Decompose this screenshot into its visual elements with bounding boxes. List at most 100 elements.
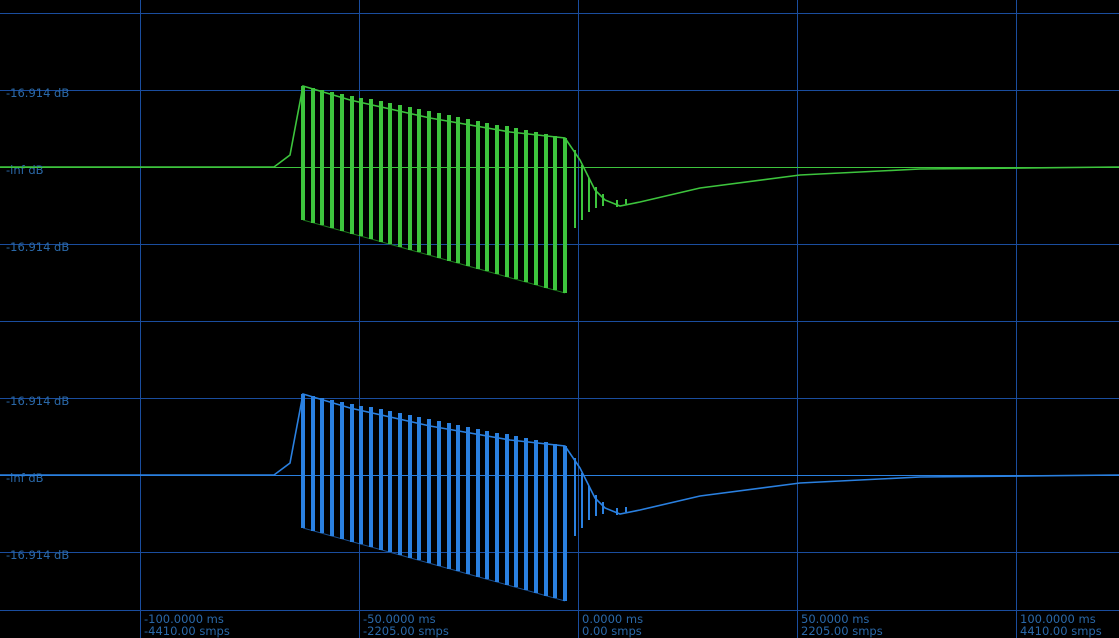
waveform-bar-ch1 [301, 86, 305, 220]
waveform-bar-ch1 [427, 111, 431, 255]
baseline-ch2 [0, 475, 1119, 476]
waveform-bar-ch2 [311, 396, 315, 531]
waveform-bar-ch1 [359, 98, 363, 237]
waveform-bar-ch1 [544, 134, 548, 287]
envelope-ch1 [0, 86, 1119, 206]
waveform-bar-ch2 [301, 394, 305, 528]
waveform-bar-ch1 [524, 130, 528, 282]
x-axis-label-ms: -100.0000 ms [144, 612, 224, 626]
x-axis-label-ms: 50.0000 ms [801, 612, 869, 626]
tail-spike-ch1 [574, 150, 576, 228]
oscilloscope-view: -100.0000 ms-4410.00 smps -50.0000 ms-220… [0, 0, 1119, 638]
grid-line-horizontal [0, 13, 1119, 14]
waveform-bar-ch1 [447, 115, 451, 261]
waveform-bar-ch1 [408, 107, 412, 250]
waveform-overlay [0, 0, 1119, 638]
waveform-bar-ch2 [563, 446, 567, 601]
waveform-bar-ch2 [514, 436, 518, 587]
waveform-bar-ch1 [466, 119, 470, 266]
waveform-bar-ch2 [350, 404, 354, 542]
grid-line-horizontal [0, 610, 1119, 611]
waveform-bar-ch2 [340, 402, 344, 539]
waveform-bar-ch2 [369, 407, 373, 546]
tail-spike-ch2 [581, 473, 583, 528]
waveform-bar-ch1 [320, 90, 324, 226]
grid-line-vertical [1016, 0, 1017, 638]
waveform-bar-ch2 [437, 421, 441, 566]
waveform-bar-ch1 [553, 136, 557, 290]
waveform-bar-ch1 [350, 96, 354, 234]
waveform-bar-ch1 [563, 138, 567, 293]
waveform-bar-ch2 [379, 409, 383, 549]
grid-line-vertical [797, 0, 798, 638]
y-axis-label-ch2-mid: -inf dB [6, 471, 44, 485]
waveform-bar-ch2 [320, 398, 324, 534]
waveform-bar-ch1 [398, 105, 402, 247]
waveform-bar-ch2 [534, 440, 538, 593]
waveform-bar-ch2 [476, 429, 480, 577]
envelope-ch2 [0, 394, 1119, 514]
y-axis-label-ch1-bot: -16.914 dB [6, 240, 69, 254]
x-axis-label-smps: 4410.00 smps [1020, 624, 1102, 638]
waveform-bar-ch1 [485, 123, 489, 272]
x-axis-label-smps: -2205.00 smps [363, 624, 449, 638]
tail-spike-ch2 [588, 486, 590, 520]
x-axis-label-ms: -50.0000 ms [363, 612, 436, 626]
grid-line-horizontal [0, 244, 1119, 245]
grid-line-vertical [140, 0, 141, 638]
grid-line-horizontal [0, 552, 1119, 553]
waveform-bar-ch1 [505, 126, 509, 276]
tail-spike-ch1 [595, 187, 597, 208]
y-axis-label-ch2-bot: -16.914 dB [6, 548, 69, 562]
tail-spike-ch2 [616, 508, 618, 515]
waveform-bar-ch2 [456, 425, 460, 571]
waveform-bar-ch2 [417, 417, 421, 560]
tail-spike-ch1 [602, 194, 604, 206]
waveform-bar-ch2 [359, 406, 363, 545]
waveform-bar-ch2 [495, 433, 499, 583]
tail-spike-ch2 [574, 458, 576, 536]
waveform-bar-ch1 [437, 113, 441, 258]
waveform-bar-ch1 [514, 128, 518, 279]
tail-spike-ch1 [581, 165, 583, 220]
waveform-bar-ch2 [466, 427, 470, 574]
y-axis-label-ch1-mid: -inf dB [6, 163, 44, 177]
tail-spike-ch2 [595, 495, 597, 516]
waveform-bar-ch2 [505, 434, 509, 584]
waveform-bar-ch2 [553, 444, 557, 598]
y-axis-label-ch2-top: -16.914 dB [6, 394, 69, 408]
waveform-bar-ch2 [544, 442, 548, 595]
grid-line-vertical [578, 0, 579, 638]
waveform-bar-ch1 [417, 109, 421, 252]
waveform-bar-ch2 [330, 400, 334, 536]
grid-line-horizontal [0, 398, 1119, 399]
waveform-bar-ch2 [398, 413, 402, 555]
waveform-bar-ch1 [534, 132, 538, 285]
waveform-bar-ch1 [495, 125, 499, 275]
baseline-ch1 [0, 167, 1119, 168]
waveform-bar-ch1 [476, 121, 480, 269]
x-axis-label-smps: 0.00 smps [582, 624, 642, 638]
waveform-bar-ch2 [447, 423, 451, 569]
tail-spike-ch1 [616, 200, 618, 207]
waveform-bar-ch2 [485, 431, 489, 580]
grid-line-horizontal [0, 90, 1119, 91]
tail-spike-ch2 [625, 507, 627, 512]
x-axis-label-ms: 100.0000 ms [1020, 612, 1096, 626]
waveform-bar-ch1 [369, 99, 373, 238]
y-axis-label-ch1-top: -16.914 dB [6, 86, 69, 100]
tail-spike-ch1 [588, 178, 590, 212]
waveform-bar-ch1 [388, 103, 392, 244]
waveform-bar-ch1 [379, 101, 383, 241]
waveform-bar-ch2 [388, 411, 392, 552]
waveform-bar-ch1 [456, 117, 460, 263]
waveform-bar-ch2 [427, 419, 431, 563]
x-axis-label-smps: 2205.00 smps [801, 624, 883, 638]
tail-spike-ch1 [625, 199, 627, 204]
waveform-bar-ch2 [408, 415, 412, 558]
waveform-bar-ch1 [311, 88, 315, 223]
grid-line-horizontal [0, 321, 1119, 322]
waveform-bar-ch2 [524, 438, 528, 590]
waveform-bar-ch1 [340, 94, 344, 231]
x-axis-label-smps: -4410.00 smps [144, 624, 230, 638]
